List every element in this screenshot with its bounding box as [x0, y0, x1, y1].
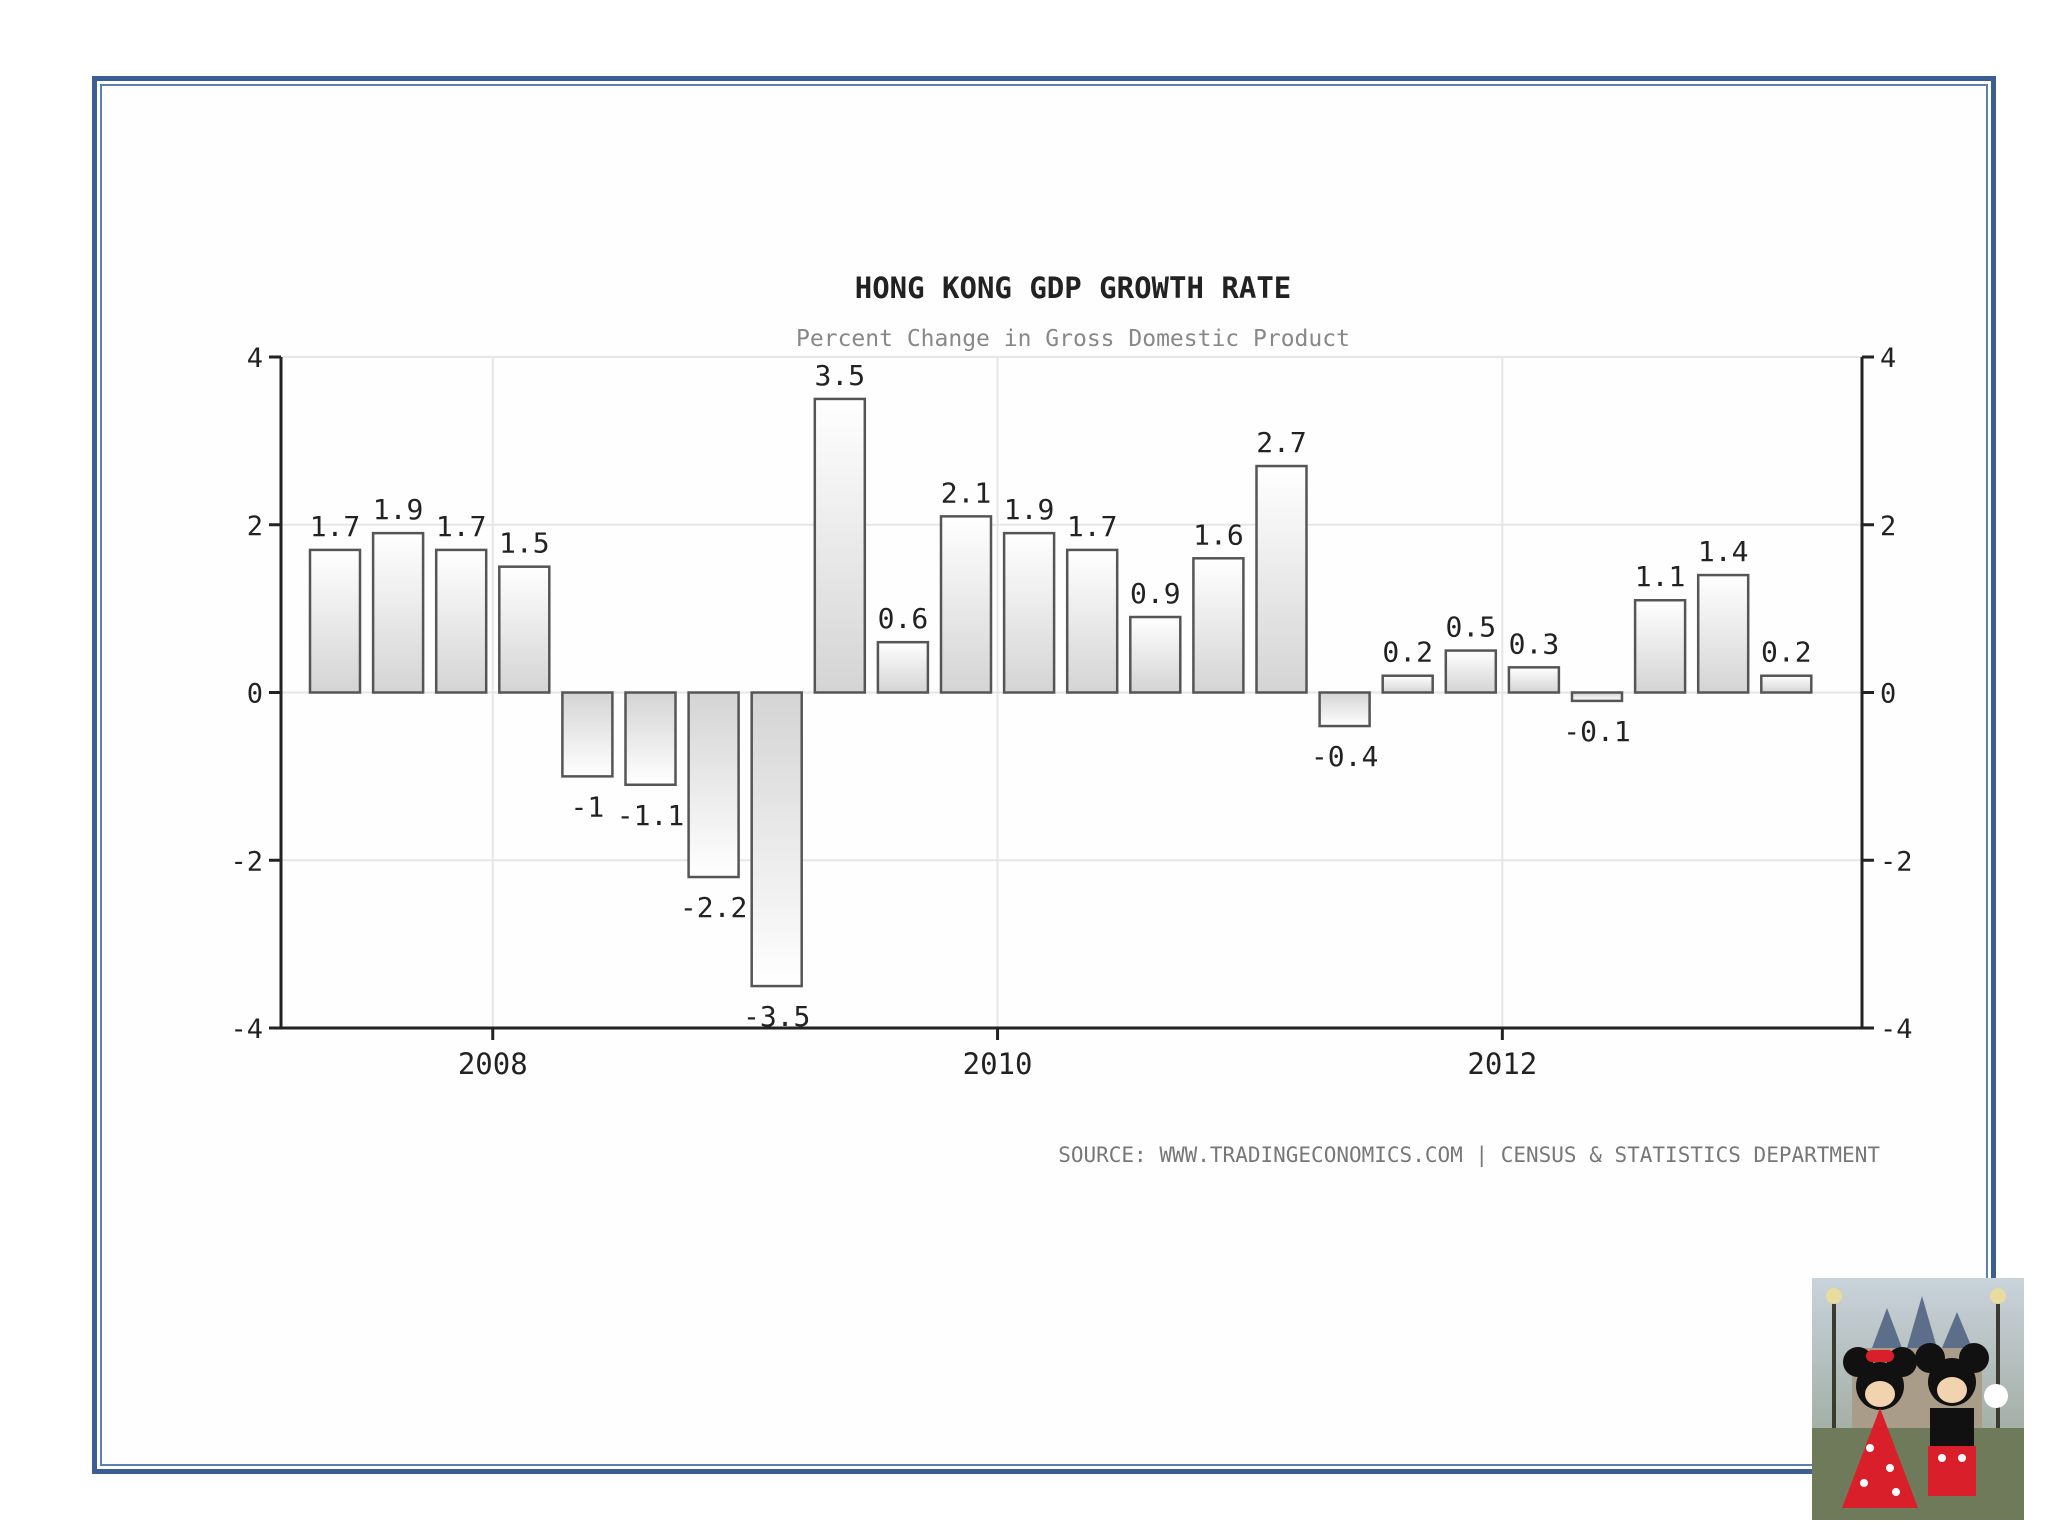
- data-label: 1.5: [499, 527, 550, 560]
- bar: [939, 515, 993, 694]
- y-tick-label-right: 4: [1880, 343, 1896, 374]
- bar: [1255, 464, 1308, 694]
- data-label: 2.1: [941, 476, 992, 509]
- bar: [561, 691, 614, 778]
- bar: [750, 691, 803, 988]
- data-label: 1.7: [1067, 510, 1118, 543]
- bar: [1318, 691, 1371, 728]
- bar: [813, 397, 867, 694]
- bar: [1129, 615, 1182, 694]
- x-tick-label: 2010: [963, 1047, 1033, 1081]
- y-tick-label-right: -2: [1880, 846, 1913, 877]
- bar: [308, 548, 362, 694]
- data-label: 1.6: [1193, 518, 1244, 551]
- bar: [1381, 674, 1434, 694]
- data-label: -3.5: [743, 1000, 810, 1033]
- slide-frame: [92, 76, 1996, 1474]
- bar: [1002, 531, 1056, 694]
- bar: [1570, 691, 1624, 703]
- bar: [1444, 649, 1498, 694]
- chart-title: HONG KONG GDP GROWTH RATE: [855, 271, 1292, 305]
- axes: -4 -4 -2 -2 0 0 2 2 4 4 2008 2010 2012: [230, 343, 1912, 1081]
- source-note: SOURCE: WWW.TRADINGECONOMICS.COM | CENSU…: [1058, 1143, 1880, 1168]
- y-tick-label-left: 0: [247, 679, 263, 710]
- data-label: -2.2: [680, 891, 747, 924]
- bar: [498, 565, 551, 694]
- data-label: -1: [571, 790, 605, 823]
- y-tick-label-right: 0: [1880, 679, 1896, 710]
- y-tick-label-left: 4: [247, 343, 263, 374]
- data-label: 1.4: [1698, 535, 1749, 568]
- y-tick-label-right: 2: [1880, 511, 1896, 542]
- data-label: -0.1: [1563, 715, 1630, 748]
- data-label: 1.9: [1004, 493, 1055, 526]
- bar: [1507, 666, 1561, 694]
- x-tick-label: 2012: [1467, 1047, 1537, 1081]
- data-label: 3.5: [815, 359, 866, 392]
- bar: [1633, 598, 1687, 694]
- bar: [434, 548, 488, 694]
- x-tick-label: 2008: [458, 1047, 528, 1081]
- bar: [876, 640, 930, 694]
- data-label: 1.7: [310, 510, 361, 543]
- data-label: 0.2: [1382, 636, 1433, 669]
- data-label: 0.5: [1446, 611, 1497, 644]
- bar: [624, 691, 677, 787]
- data-label: -1.1: [617, 799, 684, 832]
- data-label: 1.9: [373, 493, 424, 526]
- data-label: 0.2: [1761, 636, 1812, 669]
- y-tick-label-left: -4: [230, 1014, 263, 1045]
- bar: [371, 531, 425, 694]
- bar: [687, 691, 740, 879]
- chart-subtitle: Percent Change in Gross Domestic Product: [796, 326, 1350, 352]
- bar: [1192, 557, 1245, 694]
- y-tick-label-right: -4: [1880, 1014, 1913, 1045]
- bar: [1065, 548, 1119, 694]
- data-label: -0.4: [1311, 740, 1378, 773]
- data-label: 0.6: [878, 602, 929, 635]
- y-tick-label-left: 2: [247, 511, 263, 542]
- bars: [308, 397, 1813, 988]
- data-label: 1.1: [1635, 560, 1686, 593]
- data-label: 2.7: [1256, 426, 1307, 459]
- mickey-minnie-photo: [1812, 1278, 2024, 1520]
- data-label: 1.7: [436, 510, 487, 543]
- bar: [1760, 674, 1813, 694]
- value-labels: 1.7 1.9 1.7 1.5 -1 -1.1 -2.2 -3.5 3.5 0.6 2.1 1.9 1.…: [310, 359, 1812, 1033]
- y-tick-label-left: -2: [230, 846, 263, 877]
- bar: [1696, 573, 1750, 694]
- data-label: 0.9: [1130, 577, 1181, 610]
- data-label: 0.3: [1509, 627, 1560, 660]
